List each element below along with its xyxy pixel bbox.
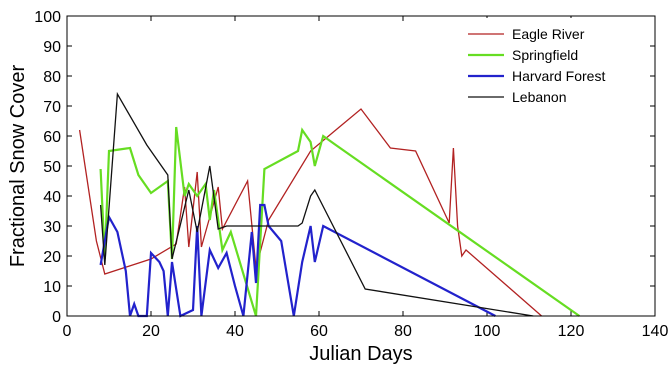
y-tick-label: 40: [43, 189, 61, 206]
legend-label-eagle-river: Eagle River: [512, 26, 585, 42]
plot-frame: [66, 15, 656, 317]
legend-label-harvard-forest: Harvard Forest: [512, 68, 605, 84]
y-tick-label: 70: [43, 99, 61, 116]
series-line-harvard-forest: [99, 203, 496, 318]
x-tick-label: 100: [474, 323, 501, 340]
x-tick-label: 140: [642, 323, 669, 340]
y-tick-label: 20: [43, 249, 61, 266]
y-tick-label: 50: [43, 159, 61, 176]
y-tick-label: 60: [43, 129, 61, 146]
y-tick-label: 30: [43, 219, 61, 236]
x-axis-label: Julian Days: [309, 343, 412, 365]
y-axis-label: Fractional Snow Cover: [7, 65, 29, 268]
legend: Eagle River Springfield Harvard Forest Leba…: [464, 18, 644, 106]
tick-layer: 0 20 40 60 80 100 120 140 0 10 20 30 40 50 60 70 80 90 100: [34, 9, 668, 340]
series-line-lebanon: [99, 91, 534, 317]
y-tick-label: 80: [43, 69, 61, 86]
x-tick-label: 40: [226, 323, 244, 340]
x-tick-label: 120: [558, 323, 585, 340]
series-line-springfield: [99, 126, 581, 317]
y-tick-label: 10: [43, 279, 61, 296]
y-tick-label: 90: [43, 39, 61, 56]
y-tick-label: 0: [52, 309, 61, 326]
series-layer: [78, 91, 581, 318]
legend-label-lebanon: Lebanon: [512, 89, 567, 105]
legend-label-springfield: Springfield: [512, 47, 578, 63]
x-tick-label: 60: [310, 323, 328, 340]
x-tick-label: 0: [63, 323, 72, 340]
y-tick-label: 100: [34, 9, 61, 26]
legend-box: [464, 18, 644, 106]
x-tick-label: 20: [142, 323, 160, 340]
x-tick-label: 80: [394, 323, 412, 340]
